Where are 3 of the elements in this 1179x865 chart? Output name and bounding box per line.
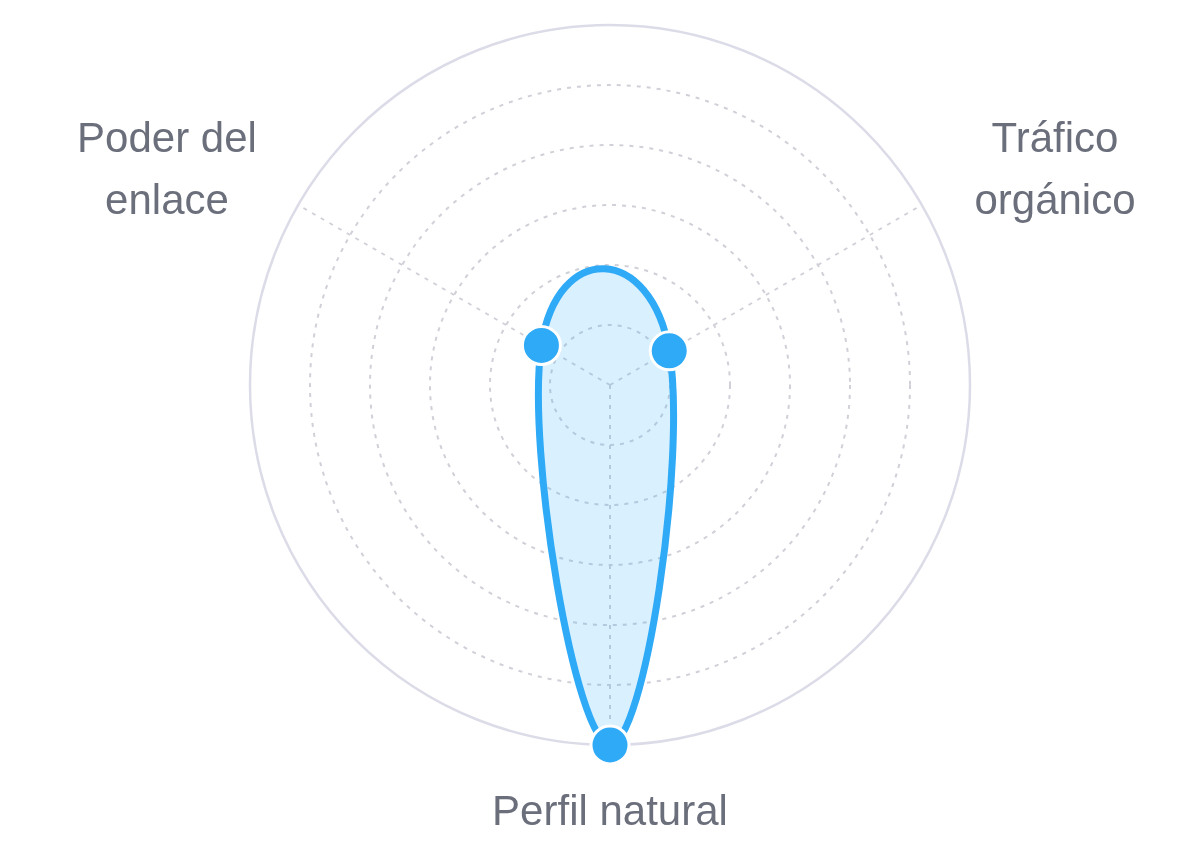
- spoke-label: Poder del enlace: [77, 114, 257, 223]
- spoke-label: Tráfico orgánico: [974, 114, 1136, 223]
- spoke-label: Perfil natural: [492, 787, 728, 834]
